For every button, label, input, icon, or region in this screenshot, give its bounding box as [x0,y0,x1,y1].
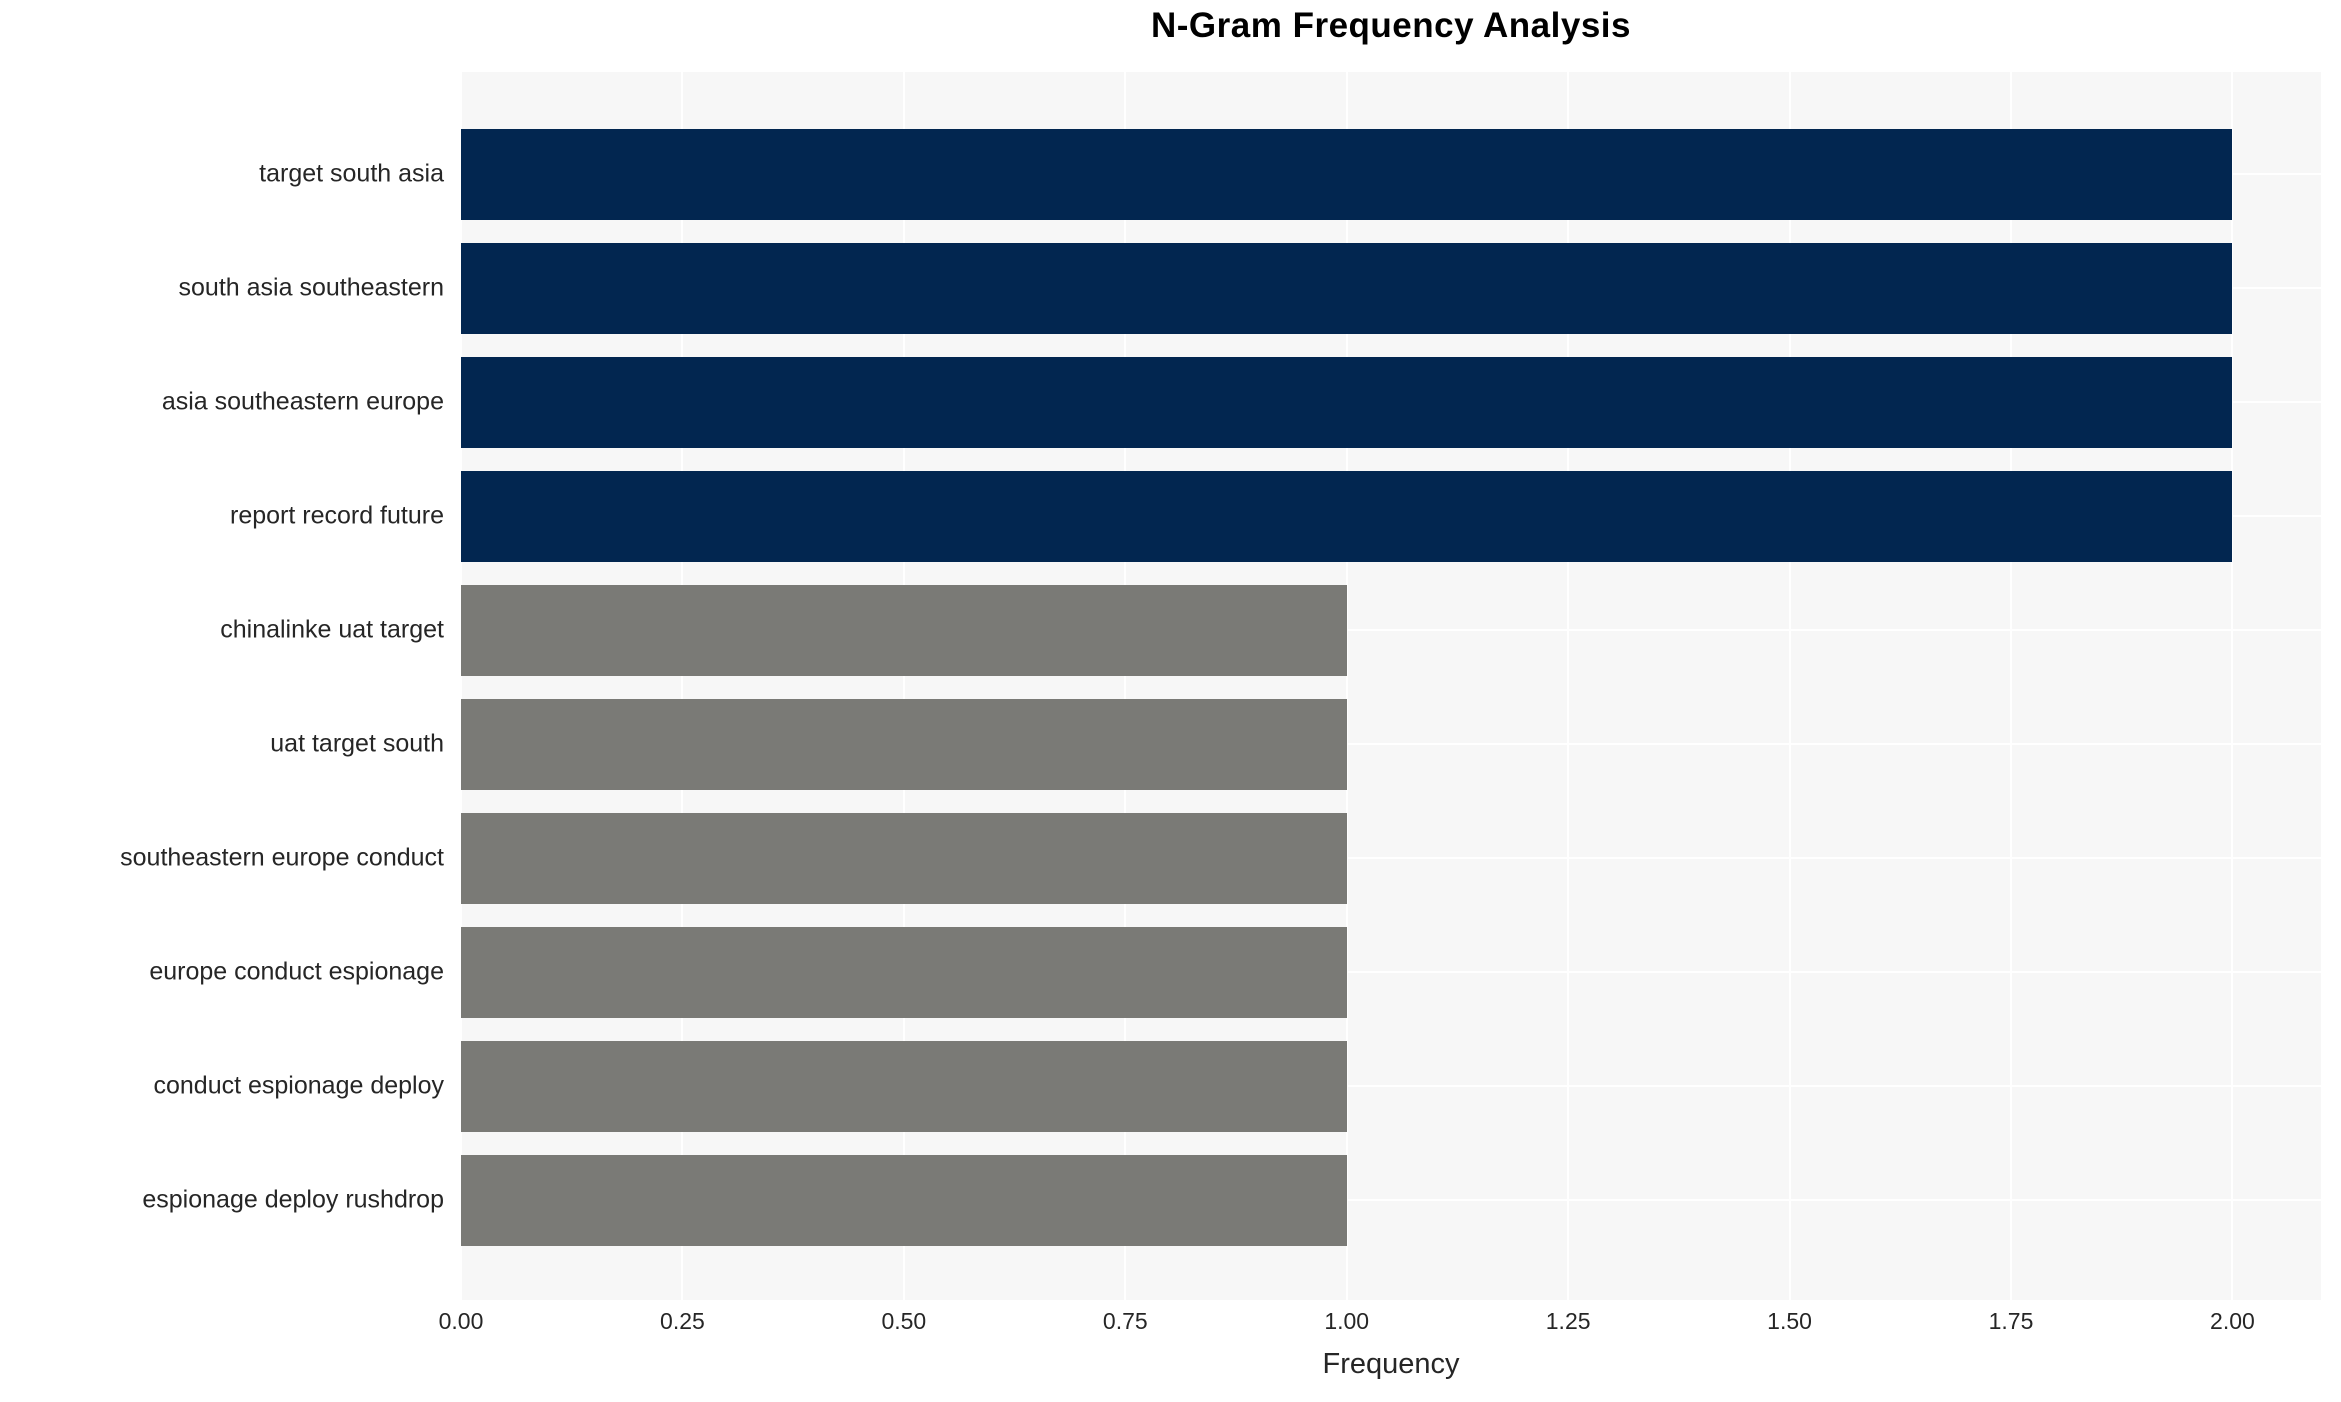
y-axis-category-label: europe conduct espionage [149,957,444,986]
x-gridline [902,72,905,1300]
x-gridline [1567,72,1570,1300]
x-gridline [1345,72,1348,1300]
x-gridline [1124,72,1127,1300]
y-axis-category-label: target south asia [259,159,444,188]
bar [461,926,1347,1018]
y-axis-category-label: south asia southeastern [178,273,444,302]
x-tick-label: 1.25 [1545,1308,1591,1334]
x-tick-label: 0.00 [438,1308,484,1334]
bar [461,470,2233,562]
y-gridline [461,1199,2321,1201]
y-axis-category-label: southeastern europe conduct [120,843,444,872]
x-gridline [2231,72,2234,1300]
x-tick-label: 0.75 [1102,1308,1148,1334]
x-tick-label: 1.75 [1988,1308,2034,1334]
y-axis-category-label: report record future [230,501,444,530]
x-axis: 0.00 0.25 0.50 0.75 1.00 1.25 1.50 1.75 2.00 [439,1308,2321,1342]
x-tick-label: 2.00 [2210,1308,2255,1334]
x-tick-label: 0.50 [881,1308,927,1334]
x-gridline [2010,72,2012,1300]
y-axis-category-label: espionage deploy rushdrop [142,1185,444,1214]
bar [461,584,1347,676]
y-axis-category-label: uat target south [270,729,444,758]
bar [461,356,2233,448]
x-tick-label: 1.00 [1324,1308,1370,1334]
x-gridline [1788,72,1791,1300]
y-axis-category-label: chinalinke uat target [220,615,444,644]
x-axis-title: Frequency [1322,1348,1460,1380]
y-gridline [461,971,2321,973]
y-gridline [461,1085,2321,1087]
x-gridline [681,72,684,1300]
bar [461,128,2233,220]
bar [461,698,1347,790]
y-gridline [461,743,2321,745]
bar [461,1154,1347,1246]
bar [461,1040,1347,1132]
plot-area [460,72,2321,1300]
x-tick-label: 1.50 [1767,1308,1812,1334]
y-axis: target south asia south asia southeastern… [0,72,452,1300]
y-gridline [461,629,2321,631]
bar [461,812,1347,904]
y-axis-category-label: asia southeastern europe [161,387,444,416]
bar [461,242,2233,334]
y-axis-category-label: conduct espionage deploy [153,1071,444,1100]
x-tick-label: 0.25 [660,1308,705,1334]
chart-title: N-Gram Frequency Analysis [1151,6,1631,45]
y-gridline [461,857,2321,859]
x-gridline [460,72,462,1300]
